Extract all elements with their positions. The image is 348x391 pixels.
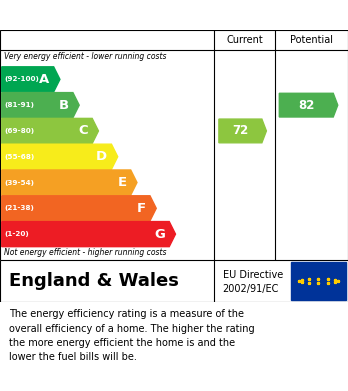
Text: (81-91): (81-91) bbox=[5, 102, 34, 108]
Polygon shape bbox=[2, 222, 175, 247]
Text: G: G bbox=[154, 228, 165, 240]
Text: EU Directive: EU Directive bbox=[223, 270, 283, 280]
Text: (1-20): (1-20) bbox=[5, 231, 29, 237]
Text: 72: 72 bbox=[232, 124, 248, 138]
Text: Potential: Potential bbox=[290, 35, 333, 45]
Polygon shape bbox=[2, 93, 79, 118]
Text: F: F bbox=[137, 202, 146, 215]
Polygon shape bbox=[2, 170, 137, 195]
Text: The energy efficiency rating is a measure of the
overall efficiency of a home. T: The energy efficiency rating is a measur… bbox=[9, 309, 254, 362]
Text: (39-54): (39-54) bbox=[5, 179, 34, 185]
Text: D: D bbox=[96, 150, 107, 163]
Text: B: B bbox=[58, 99, 69, 112]
Text: 82: 82 bbox=[298, 99, 315, 112]
Text: E: E bbox=[117, 176, 127, 189]
Text: 2002/91/EC: 2002/91/EC bbox=[223, 284, 279, 294]
Text: (92-100): (92-100) bbox=[5, 76, 39, 83]
Polygon shape bbox=[2, 196, 156, 221]
Polygon shape bbox=[279, 93, 338, 117]
Polygon shape bbox=[2, 67, 60, 92]
Text: Energy Efficiency Rating: Energy Efficiency Rating bbox=[9, 8, 210, 23]
Text: A: A bbox=[39, 73, 49, 86]
Text: Not energy efficient - higher running costs: Not energy efficient - higher running co… bbox=[4, 248, 167, 257]
Text: Current: Current bbox=[226, 35, 263, 45]
Text: (21-38): (21-38) bbox=[5, 205, 34, 211]
Polygon shape bbox=[2, 118, 98, 143]
Text: (69-80): (69-80) bbox=[5, 128, 35, 134]
Polygon shape bbox=[2, 144, 118, 169]
Text: C: C bbox=[78, 124, 88, 138]
Text: (55-68): (55-68) bbox=[5, 154, 35, 160]
Text: Very energy efficient - lower running costs: Very energy efficient - lower running co… bbox=[4, 52, 167, 61]
Polygon shape bbox=[219, 119, 267, 143]
Text: England & Wales: England & Wales bbox=[9, 272, 179, 290]
Bar bbox=[291, 262, 346, 300]
